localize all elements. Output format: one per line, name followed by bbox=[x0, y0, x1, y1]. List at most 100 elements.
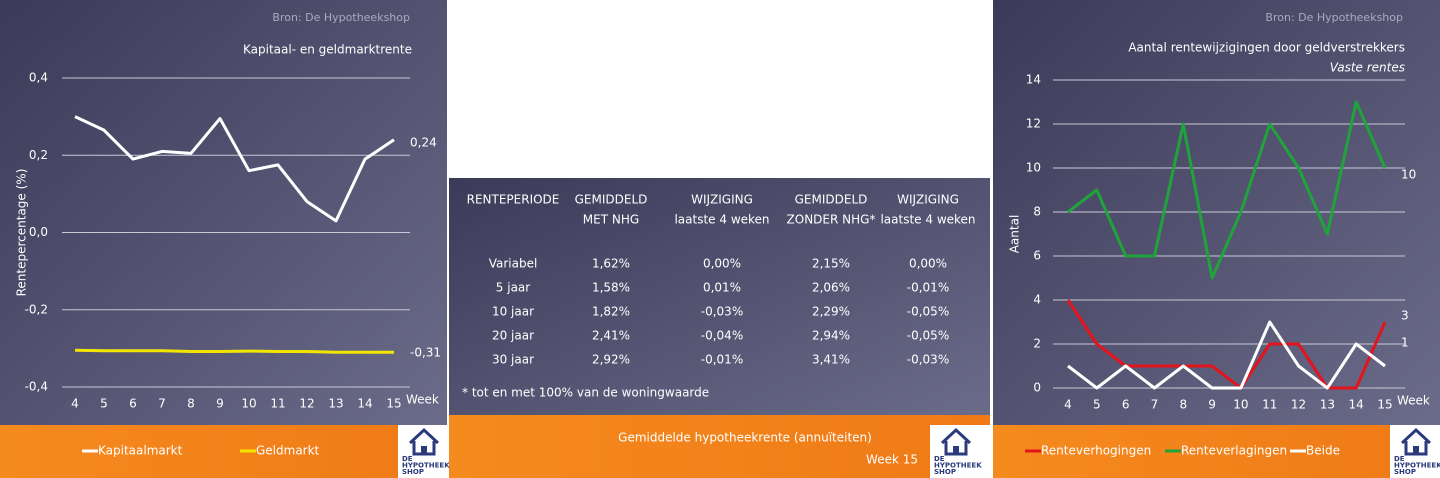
logos: DEHYPOTHEEKSHOPDEHYPOTHEEKSHOPDEHYPOTHEE… bbox=[398, 425, 1440, 478]
table-cell: 2,15% bbox=[812, 257, 850, 271]
x-tick-label: 11 bbox=[1262, 398, 1277, 412]
footer bbox=[449, 415, 990, 478]
table-cell: 0,00% bbox=[703, 257, 741, 271]
table-cell: 1,62% bbox=[592, 257, 630, 271]
x-axis-label: Week bbox=[1397, 394, 1430, 408]
y-axis-label: Rentepercentage (%) bbox=[15, 169, 29, 297]
series-line bbox=[74, 348, 394, 354]
table-cell: -0,03% bbox=[701, 305, 743, 319]
x-tick-label: 8 bbox=[1179, 398, 1187, 412]
y-tick-label: 0,0 bbox=[29, 225, 48, 239]
table-header: WIJZIGING bbox=[691, 193, 753, 207]
table-cell: 2,06% bbox=[812, 281, 850, 295]
y-tick-label: -0,4 bbox=[25, 380, 48, 394]
x-tick-label: 12 bbox=[299, 397, 314, 411]
x-tick-label: 5 bbox=[1093, 398, 1101, 412]
series-line bbox=[1066, 299, 1387, 390]
y-tick-label: 14 bbox=[1026, 73, 1041, 87]
data-label: 10 bbox=[1401, 168, 1416, 182]
y-tick-label: 4 bbox=[1033, 293, 1041, 307]
legend-label: Beide bbox=[1306, 444, 1340, 458]
table-cell: 2,92% bbox=[592, 353, 630, 367]
chart-subtitle: Vaste rentes bbox=[1330, 61, 1405, 75]
x-tick-label: 13 bbox=[1320, 398, 1335, 412]
x-tick-label: 14 bbox=[357, 397, 372, 411]
y-tick-label: 0,2 bbox=[29, 148, 48, 162]
table-cell: 20 jaar bbox=[492, 329, 534, 343]
x-tick-label: 15 bbox=[1377, 398, 1392, 412]
table-cell: 30 jaar bbox=[492, 353, 534, 367]
table-cell: -0,05% bbox=[907, 329, 949, 343]
logo-text: SHOP bbox=[402, 468, 424, 476]
y-tick-label: 0,4 bbox=[29, 71, 48, 85]
table-header: laatste 4 weken bbox=[674, 213, 769, 227]
table-cell: 2,29% bbox=[812, 305, 850, 319]
table-cell: 1,58% bbox=[592, 281, 630, 295]
week-label: Week 15 bbox=[866, 453, 918, 467]
x-tick-label: 15 bbox=[386, 397, 401, 411]
x-tick-label: 4 bbox=[71, 397, 79, 411]
logo-text: DE bbox=[402, 455, 413, 463]
data-label: -0,31 bbox=[410, 346, 441, 360]
legend-label: Renteverlagingen bbox=[1181, 444, 1287, 458]
logo-text: DE bbox=[1394, 455, 1405, 463]
x-axis-label: Week bbox=[406, 393, 439, 407]
logo-text: SHOP bbox=[934, 468, 956, 476]
footer bbox=[993, 425, 1440, 478]
y-tick-label: 12 bbox=[1026, 117, 1041, 131]
y-tick-label: -0,2 bbox=[25, 302, 48, 316]
logo-door bbox=[953, 446, 959, 454]
x-tick-label: 4 bbox=[1064, 398, 1072, 412]
chart-title: Kapitaal- en geldmarktrente bbox=[243, 43, 412, 57]
table-header: laatste 4 weken bbox=[880, 213, 975, 227]
y-tick-label: 0 bbox=[1033, 381, 1041, 395]
y-axis-label: Aantal bbox=[1008, 215, 1022, 254]
x-tick-label: 10 bbox=[241, 397, 256, 411]
x-tick-label: 9 bbox=[1208, 398, 1216, 412]
x-tick-label: 7 bbox=[1151, 398, 1159, 412]
y-tick-label: 8 bbox=[1033, 205, 1041, 219]
y-tick-label: 2 bbox=[1033, 337, 1041, 351]
table-cell: 0,00% bbox=[909, 257, 947, 271]
panel bbox=[0, 0, 447, 425]
legend-label: Geldmarkt bbox=[256, 444, 320, 458]
logo-text: HYPOTHEEK bbox=[402, 462, 450, 470]
x-tick-label: 6 bbox=[129, 397, 137, 411]
x-tick-label: 11 bbox=[270, 397, 285, 411]
y-tick-label: 6 bbox=[1033, 249, 1041, 263]
x-tick-label: 5 bbox=[100, 397, 108, 411]
logo-text: HYPOTHEEK bbox=[934, 462, 982, 470]
table-cell: 1,82% bbox=[592, 305, 630, 319]
table-cell: -0,05% bbox=[907, 305, 949, 319]
x-tick-label: 6 bbox=[1122, 398, 1130, 412]
data-label: 3 bbox=[1401, 309, 1409, 323]
logo-text: SHOP bbox=[1394, 468, 1416, 476]
chart-title: Aantal rentewijzigingen door geldverstre… bbox=[1128, 41, 1405, 55]
data-label: 1 bbox=[1401, 336, 1409, 350]
series-line bbox=[74, 115, 395, 223]
x-tick-label: 13 bbox=[328, 397, 343, 411]
source: Bron: De Hypotheekshop bbox=[272, 11, 410, 24]
table-cell: 3,41% bbox=[812, 353, 850, 367]
x-tick-label: 7 bbox=[158, 397, 166, 411]
y-tick-label: 10 bbox=[1026, 161, 1041, 175]
logo-text: HYPOTHEEK bbox=[1394, 462, 1440, 470]
source: Bron: De Hypotheekshop bbox=[1265, 11, 1403, 24]
panel bbox=[449, 178, 990, 415]
table-cell: -0,01% bbox=[907, 281, 949, 295]
table-header: ZONDER NHG* bbox=[787, 213, 876, 227]
table-cell: 2,41% bbox=[592, 329, 630, 343]
x-tick-label: 14 bbox=[1349, 398, 1364, 412]
x-tick-label: 8 bbox=[187, 397, 195, 411]
table-title: Gemiddelde hypotheekrente (annuïteiten) bbox=[618, 431, 872, 445]
series-line bbox=[1067, 320, 1386, 390]
logo-door bbox=[1413, 446, 1419, 454]
table-cell: 10 jaar bbox=[492, 305, 534, 319]
table-cell: -0,04% bbox=[701, 329, 743, 343]
table-header: GEMIDDELD bbox=[575, 193, 648, 207]
table-header: MET NHG bbox=[583, 213, 639, 227]
table-cell: 5 jaar bbox=[496, 281, 530, 295]
series-line bbox=[1067, 100, 1387, 280]
footer bbox=[0, 425, 447, 478]
